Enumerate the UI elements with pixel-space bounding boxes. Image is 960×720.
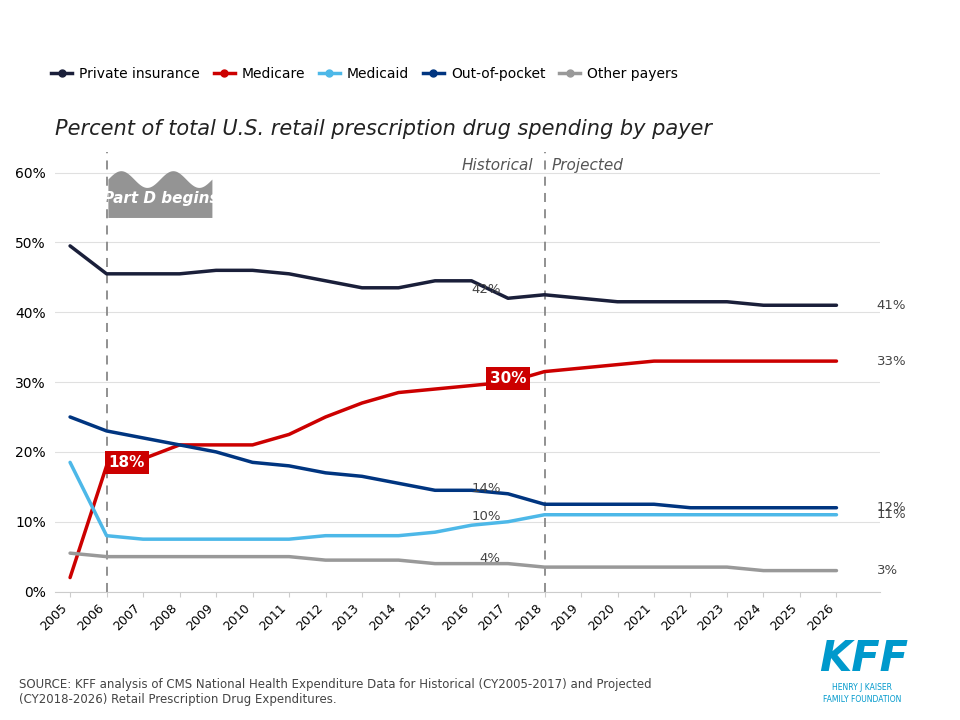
Text: Projected: Projected <box>552 158 624 173</box>
Legend: Private insurance, Medicare, Medicaid, Out-of-pocket, Other payers: Private insurance, Medicare, Medicaid, O… <box>46 62 684 87</box>
Text: 18%: 18% <box>108 455 145 470</box>
Text: SOURCE: KFF analysis of CMS National Health Expenditure Data for Historical (CY2: SOURCE: KFF analysis of CMS National Hea… <box>19 678 652 706</box>
Text: 42%: 42% <box>471 284 501 297</box>
Text: 30%: 30% <box>490 371 526 386</box>
Text: Part D begins: Part D begins <box>103 192 218 206</box>
Text: 3%: 3% <box>876 564 898 577</box>
Text: Historical: Historical <box>462 158 534 173</box>
Text: 33%: 33% <box>876 355 906 368</box>
Text: 14%: 14% <box>471 482 501 495</box>
Text: KFF: KFF <box>820 639 908 680</box>
Text: 10%: 10% <box>471 510 501 523</box>
Text: HENRY J KAISER
FAMILY FOUNDATION: HENRY J KAISER FAMILY FOUNDATION <box>823 683 901 704</box>
Polygon shape <box>108 171 212 218</box>
Text: Percent of total U.S. retail prescription drug spending by payer: Percent of total U.S. retail prescriptio… <box>56 119 712 139</box>
Text: 4%: 4% <box>480 552 501 565</box>
Text: 41%: 41% <box>876 299 906 312</box>
Text: 12%: 12% <box>876 501 906 514</box>
Text: 11%: 11% <box>876 508 906 521</box>
